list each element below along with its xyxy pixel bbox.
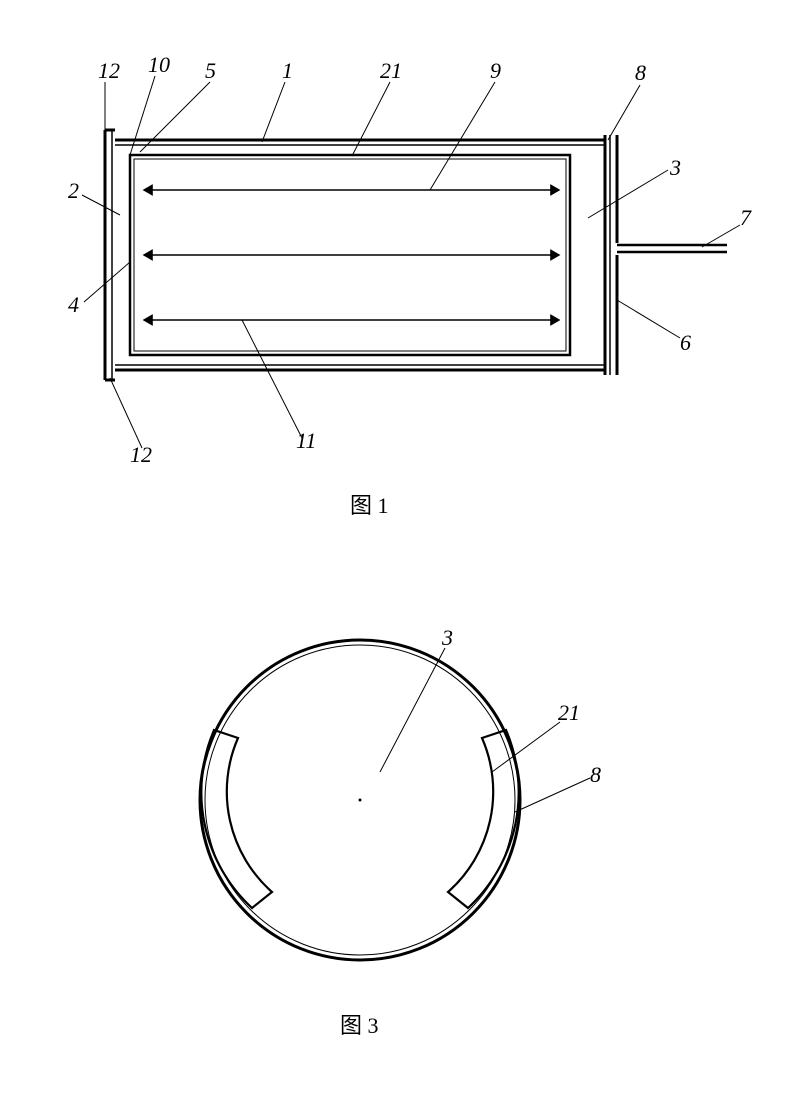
fig3-label-8: 8 [590, 762, 601, 788]
fig1-label-12b: 12 [130, 442, 152, 468]
fig1-label-7: 7 [740, 205, 751, 231]
fig3-caption: 图 3 [340, 1008, 379, 1040]
fig1-label-3: 3 [670, 155, 681, 181]
fig3-label-3: 3 [442, 625, 453, 651]
page: { "fig1": { "type": "diagram", "caption"… [0, 0, 800, 1102]
fig1-label-2: 2 [68, 178, 79, 204]
fig1-label-5: 5 [205, 58, 216, 84]
fig1-label-21: 21 [380, 58, 402, 84]
fig1-arrows [145, 190, 558, 320]
fig1-label-4: 4 [68, 292, 79, 318]
fig1-label-11: 11 [296, 428, 316, 454]
fig1-label-6: 6 [680, 330, 691, 356]
fig1-leaders [82, 76, 740, 448]
fig3-label-21: 21 [558, 700, 580, 726]
fig1-label-9: 9 [490, 58, 501, 84]
fig1-label-1: 1 [282, 58, 293, 84]
fig1-stem [617, 245, 727, 252]
fig1-label-10: 10 [148, 52, 170, 78]
fig1-caption: 图 1 [350, 488, 389, 520]
fig1-label-12a: 12 [98, 58, 120, 84]
fig1-label-8: 8 [635, 60, 646, 86]
figure-3-svg [200, 640, 590, 960]
